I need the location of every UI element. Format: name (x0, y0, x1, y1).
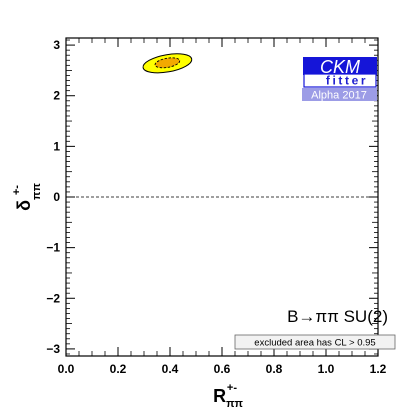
y-axis-superscript: +- (11, 185, 23, 195)
x-tick-label: 0.4 (162, 362, 179, 376)
x-tick-label: 0.0 (58, 362, 75, 376)
x-tick-label: 0.8 (266, 362, 283, 376)
x-axis-subscript: ππ (226, 398, 243, 410)
x-tick-label: 1.2 (370, 362, 387, 376)
x-axis-superscript: +- (227, 382, 237, 394)
logo-main-text: CKM (320, 57, 360, 77)
y-axis-symbol: δ (14, 200, 34, 211)
x-axis-symbol: R (213, 386, 226, 406)
y-tick-label: 2 (53, 89, 60, 103)
axis-ticks: 0.0 0.2 0.4 0.6 0.8 1.0 1.2 −3 −2 −1 0 1 2 3 (46, 38, 387, 376)
y-tick-label: 1 (53, 139, 60, 153)
svg-text:δππ+-: δππ +- (11, 183, 43, 211)
logo-sub-background (303, 73, 377, 88)
x-tick-label: 1.0 (318, 362, 335, 376)
y-axis-subscript: ππ (31, 183, 43, 200)
x-tick-label: 0.2 (110, 362, 127, 376)
process-label: B→ππ SU(2) (287, 307, 388, 326)
svg-text:Rππ+-: Rππ +- (213, 382, 243, 410)
x-axis-title: Rππ +- (213, 382, 243, 410)
y-tick-label: −3 (46, 342, 60, 356)
ckmfitter-logo: CKM fitter Alpha 2017 (302, 57, 377, 102)
confidence-region-inner (154, 57, 181, 69)
y-tick-label: −2 (46, 291, 60, 305)
y-tick-label: −1 (46, 241, 60, 255)
excluded-area-note: excluded area has CL > 0.95 (234, 334, 396, 350)
y-tick-label: 3 (53, 38, 60, 52)
y-tick-label: 0 (53, 190, 60, 204)
plot-content (66, 53, 378, 198)
logo-sub-text: fitter (326, 74, 368, 88)
x-tick-label: 0.6 (214, 362, 231, 376)
note-text: excluded area has CL > 0.95 (254, 338, 375, 349)
logo-year-text: Alpha 2017 (311, 90, 367, 102)
logo-year-background (302, 88, 377, 101)
logo-main-background (303, 57, 377, 75)
y-axis-title: δππ +- (11, 183, 43, 211)
note-box (234, 334, 396, 350)
